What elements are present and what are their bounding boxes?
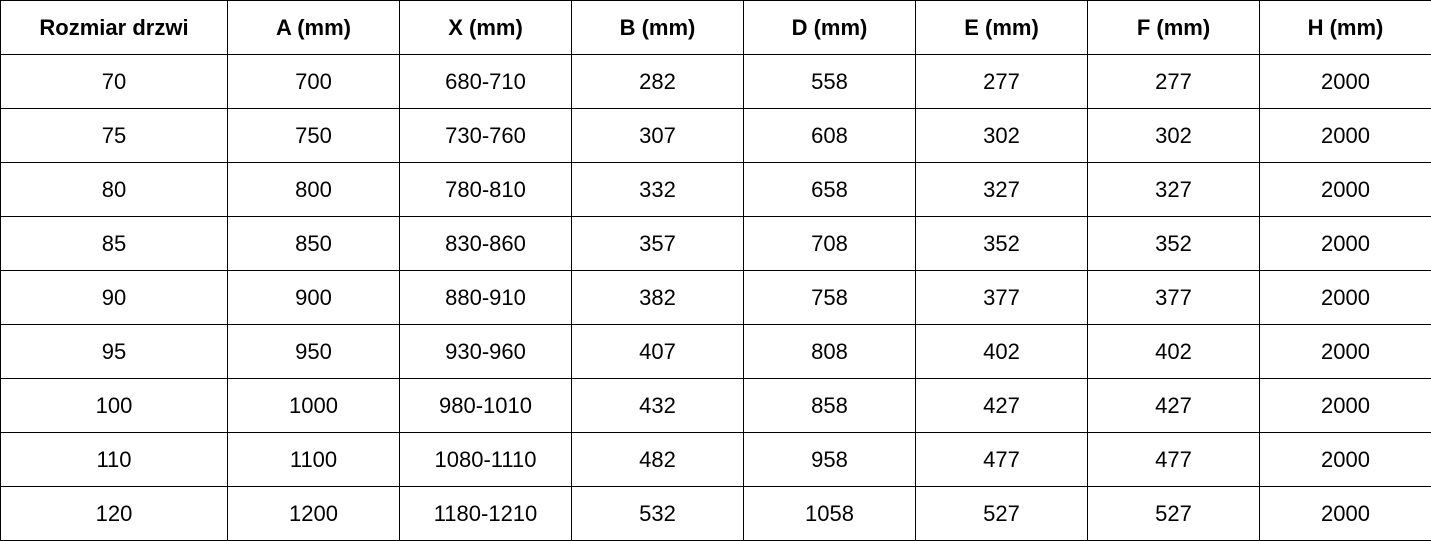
table-cell: 2000	[1259, 378, 1431, 433]
table-cell: 750	[227, 108, 400, 163]
table-cell: 85	[0, 216, 228, 271]
table-cell: 980-1010	[399, 378, 572, 433]
table-cell: 427	[1087, 378, 1260, 433]
table-cell: 1058	[743, 486, 916, 541]
table-cell: 377	[915, 270, 1088, 325]
table-cell: 80	[0, 162, 228, 217]
table-cell: 110	[0, 432, 228, 487]
table-row: 90 900 880-910 382 758 377 377 2000	[0, 270, 1431, 325]
table-cell: 858	[743, 378, 916, 433]
table-cell: 482	[571, 432, 744, 487]
table-cell: 100	[0, 378, 228, 433]
column-header: D (mm)	[743, 0, 916, 55]
table-cell: 327	[1087, 162, 1260, 217]
header-row: Rozmiar drzwi A (mm) X (mm) B (mm) D (mm) E (…	[0, 0, 1431, 55]
table-row: 80 800 780-810 332 658 327 327 2000	[0, 162, 1431, 217]
table-row: 95 950 930-960 407 808 402 402 2000	[0, 324, 1431, 379]
column-header: F (mm)	[1087, 0, 1260, 55]
table-cell: 382	[571, 270, 744, 325]
table-cell: 477	[915, 432, 1088, 487]
table-row: 70 700 680-710 282 558 277 277 2000	[0, 54, 1431, 109]
table-cell: 332	[571, 162, 744, 217]
table-cell: 120	[0, 486, 228, 541]
table-cell: 758	[743, 270, 916, 325]
table-cell: 527	[1087, 486, 1260, 541]
table-cell: 95	[0, 324, 228, 379]
column-header: X (mm)	[399, 0, 572, 55]
table-row: 75 750 730-760 307 608 302 302 2000	[0, 108, 1431, 163]
table-cell: 352	[1087, 216, 1260, 271]
table-cell: 352	[915, 216, 1088, 271]
table-row: 100 1000 980-1010 432 858 427 427 2000	[0, 378, 1431, 433]
table-cell: 2000	[1259, 324, 1431, 379]
table-row: 110 1100 1080-1110 482 958 477 477 2000	[0, 432, 1431, 487]
table-row: 85 850 830-860 357 708 352 352 2000	[0, 216, 1431, 271]
table-cell: 302	[915, 108, 1088, 163]
table-cell: 2000	[1259, 54, 1431, 109]
table-cell: 1180-1210	[399, 486, 572, 541]
table-cell: 282	[571, 54, 744, 109]
table-cell: 658	[743, 162, 916, 217]
table-cell: 958	[743, 432, 916, 487]
table-cell: 357	[571, 216, 744, 271]
table-cell: 900	[227, 270, 400, 325]
table-cell: 950	[227, 324, 400, 379]
table-cell: 2000	[1259, 486, 1431, 541]
table-cell: 527	[915, 486, 1088, 541]
table-cell: 608	[743, 108, 916, 163]
table-cell: 432	[571, 378, 744, 433]
table-cell: 427	[915, 378, 1088, 433]
table-cell: 477	[1087, 432, 1260, 487]
table-cell: 2000	[1259, 162, 1431, 217]
table-cell: 377	[1087, 270, 1260, 325]
table-cell: 780-810	[399, 162, 572, 217]
table-cell: 2000	[1259, 108, 1431, 163]
table-cell: 277	[915, 54, 1088, 109]
table-row: 120 1200 1180-1210 532 1058 527 527 2000	[0, 486, 1431, 541]
table-cell: 532	[571, 486, 744, 541]
table-cell: 800	[227, 162, 400, 217]
table-cell: 700	[227, 54, 400, 109]
column-header: E (mm)	[915, 0, 1088, 55]
table-cell: 2000	[1259, 216, 1431, 271]
column-header: Rozmiar drzwi	[0, 0, 228, 55]
table-cell: 830-860	[399, 216, 572, 271]
table-cell: 2000	[1259, 270, 1431, 325]
table-cell: 880-910	[399, 270, 572, 325]
table-cell: 558	[743, 54, 916, 109]
table-cell: 930-960	[399, 324, 572, 379]
table-cell: 708	[743, 216, 916, 271]
table-cell: 680-710	[399, 54, 572, 109]
table-cell: 2000	[1259, 432, 1431, 487]
table-body: 70 700 680-710 282 558 277 277 2000 75 750 730-760…	[0, 54, 1431, 541]
table-cell: 307	[571, 108, 744, 163]
table-cell: 730-760	[399, 108, 572, 163]
table-cell: 402	[915, 324, 1088, 379]
table-cell: 850	[227, 216, 400, 271]
column-header: H (mm)	[1259, 0, 1431, 55]
table-cell: 402	[1087, 324, 1260, 379]
table-cell: 1200	[227, 486, 400, 541]
table-cell: 90	[0, 270, 228, 325]
column-header: A (mm)	[227, 0, 400, 55]
table-cell: 327	[915, 162, 1088, 217]
column-header: B (mm)	[571, 0, 744, 55]
table-cell: 70	[0, 54, 228, 109]
table-cell: 1080-1110	[399, 432, 572, 487]
table-cell: 407	[571, 324, 744, 379]
table-cell: 75	[0, 108, 228, 163]
table-cell: 808	[743, 324, 916, 379]
table-cell: 1100	[227, 432, 400, 487]
table-cell: 277	[1087, 54, 1260, 109]
table-cell: 302	[1087, 108, 1260, 163]
table-cell: 1000	[227, 378, 400, 433]
